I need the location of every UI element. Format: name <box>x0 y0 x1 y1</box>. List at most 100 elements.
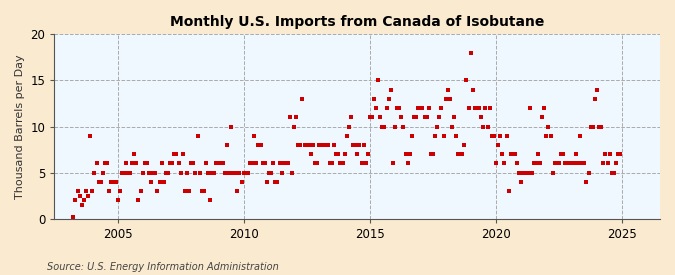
Point <box>444 97 455 101</box>
Point <box>196 189 207 193</box>
Point <box>171 152 182 156</box>
Point <box>522 170 533 175</box>
Point <box>95 180 106 184</box>
Point <box>127 161 138 166</box>
Point <box>178 152 188 156</box>
Point <box>379 124 390 129</box>
Point <box>104 189 115 193</box>
Point <box>535 161 545 166</box>
Point <box>427 152 438 156</box>
Point <box>566 161 577 166</box>
Point <box>425 152 436 156</box>
Point <box>514 170 524 175</box>
Point <box>289 124 300 129</box>
Point <box>610 161 621 166</box>
Point <box>306 152 317 156</box>
Point <box>114 189 125 193</box>
Point <box>432 124 443 129</box>
Point <box>358 143 369 147</box>
Point <box>205 198 215 202</box>
Point <box>148 170 159 175</box>
Point <box>331 152 342 156</box>
Point <box>297 97 308 101</box>
Point <box>373 78 383 82</box>
Point <box>211 161 222 166</box>
Point <box>493 143 504 147</box>
Point <box>268 161 279 166</box>
Point <box>157 161 167 166</box>
Point <box>325 161 335 166</box>
Point <box>97 170 108 175</box>
Point <box>234 170 245 175</box>
Point <box>188 161 198 166</box>
Point <box>585 124 596 129</box>
Point <box>346 115 356 120</box>
Point <box>451 134 462 138</box>
Point <box>257 161 268 166</box>
Point <box>259 161 270 166</box>
Point <box>350 143 360 147</box>
Point <box>282 161 293 166</box>
Point <box>564 161 575 166</box>
Point <box>327 161 338 166</box>
Point <box>484 106 495 110</box>
Point <box>396 115 407 120</box>
Point <box>173 161 184 166</box>
Point <box>253 143 264 147</box>
Point <box>541 134 552 138</box>
Point <box>120 161 131 166</box>
Point <box>577 161 588 166</box>
Point <box>169 152 180 156</box>
Point <box>570 152 581 156</box>
Point <box>606 170 617 175</box>
Point <box>161 170 171 175</box>
Point <box>602 161 613 166</box>
Point <box>539 106 550 110</box>
Point <box>408 115 419 120</box>
Point <box>423 106 434 110</box>
Point <box>465 51 476 55</box>
Point <box>87 189 98 193</box>
Point <box>116 170 127 175</box>
Point <box>278 161 289 166</box>
Point <box>572 161 583 166</box>
Point <box>440 97 451 101</box>
Point <box>176 170 186 175</box>
Point <box>76 203 87 207</box>
Point <box>190 170 200 175</box>
Point <box>560 161 571 166</box>
Point <box>383 97 394 101</box>
Point <box>200 161 211 166</box>
Point <box>335 161 346 166</box>
Point <box>182 170 192 175</box>
Point <box>202 170 213 175</box>
Point <box>461 78 472 82</box>
Point <box>467 87 478 92</box>
Point <box>604 152 615 156</box>
Point <box>198 189 209 193</box>
Point <box>227 170 238 175</box>
Y-axis label: Thousand Barrels per Day: Thousand Barrels per Day <box>15 54 25 199</box>
Point <box>551 161 562 166</box>
Point <box>537 115 547 120</box>
Point <box>526 170 537 175</box>
Point <box>155 180 165 184</box>
Point <box>291 115 302 120</box>
Point <box>110 180 121 184</box>
Point <box>375 115 386 120</box>
Point <box>489 134 500 138</box>
Point <box>144 170 155 175</box>
Point <box>505 152 516 156</box>
Point <box>455 152 466 156</box>
Point <box>236 180 247 184</box>
Point <box>91 161 102 166</box>
Point <box>574 134 585 138</box>
Point <box>549 161 560 166</box>
Point <box>495 134 506 138</box>
Point <box>442 87 453 92</box>
Point <box>101 161 112 166</box>
Point <box>360 161 371 166</box>
Point <box>165 161 176 166</box>
Point <box>310 161 321 166</box>
Point <box>533 152 543 156</box>
